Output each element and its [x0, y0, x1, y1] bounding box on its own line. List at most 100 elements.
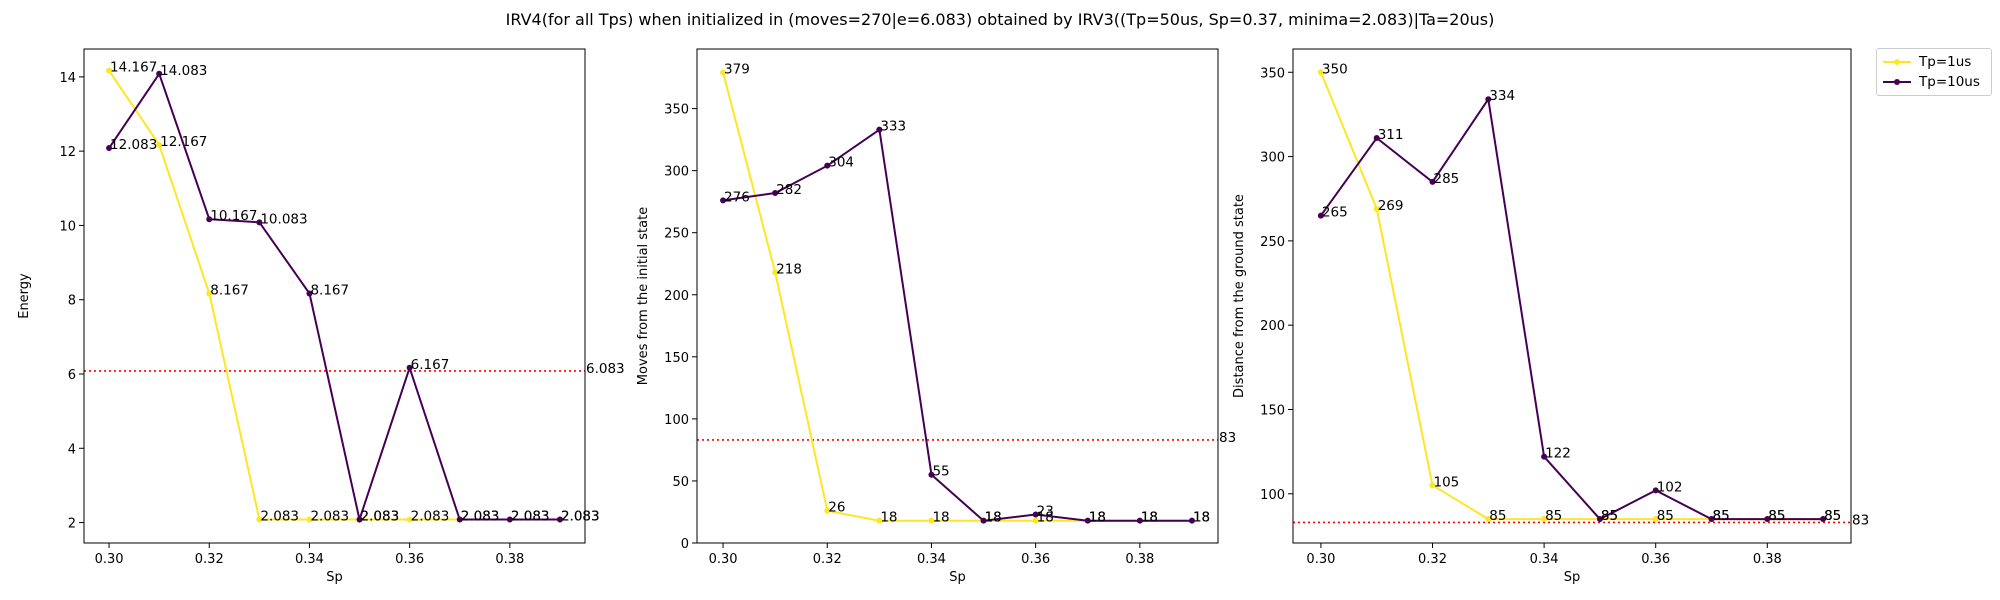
data-label: 14.167: [110, 60, 157, 76]
x-tick-label: 0.34: [295, 552, 324, 567]
data-point: [406, 516, 413, 523]
data-point: [1429, 178, 1436, 185]
data-label: 2.083: [411, 508, 450, 524]
x-tick-label: 0.38: [495, 552, 524, 567]
x-axis-label: Sp: [1564, 570, 1581, 585]
y-tick-label: 250: [664, 227, 689, 242]
data-point: [928, 471, 935, 478]
data-point: [1541, 516, 1548, 523]
data-label: 2.083: [310, 508, 349, 524]
data-point: [1084, 517, 1091, 524]
data-point: [1708, 516, 1715, 523]
data-label: 8.167: [310, 283, 349, 299]
x-tick-label: 0.30: [709, 552, 738, 567]
data-label: 2.083: [561, 508, 600, 524]
y-tick-label: 8: [68, 294, 76, 309]
data-point: [206, 216, 213, 223]
data-label: 85: [1824, 508, 1841, 524]
data-point: [206, 290, 213, 297]
x-tick-label: 0.32: [195, 552, 224, 567]
data-point: [256, 516, 263, 523]
legend-entry-tp1: Tp=1us: [1883, 52, 1971, 72]
data-label: 18: [1141, 510, 1158, 526]
data-point: [824, 507, 831, 514]
data-point: [1485, 96, 1492, 103]
data-point: [772, 269, 779, 276]
data-point: [106, 145, 113, 152]
data-label: 311: [1378, 127, 1404, 143]
series-line-tp10: [722, 127, 1192, 522]
data-label: 2.083: [561, 508, 600, 524]
series-line-tp10: [1320, 96, 1824, 521]
y-axis-label: Energy: [17, 273, 32, 319]
data-point: [256, 219, 263, 226]
data-point: [1317, 212, 1324, 219]
x-tick-label: 0.36: [395, 552, 424, 567]
legend-marker: [1894, 79, 1900, 85]
data-point: [1820, 516, 1827, 523]
data-label: 10.167: [210, 208, 257, 224]
y-tick-label: 300: [1260, 151, 1285, 166]
data-label: 269: [1378, 198, 1404, 214]
y-tick-label: 350: [664, 103, 689, 118]
y-tick-label: 150: [1260, 403, 1285, 418]
data-point: [1373, 135, 1380, 142]
data-point: [1429, 482, 1436, 489]
data-point: [928, 517, 935, 524]
x-tick-label: 0.36: [1641, 552, 1670, 567]
data-label: 2.083: [361, 508, 400, 524]
data-point: [720, 69, 727, 76]
data-label: 18: [880, 510, 897, 526]
y-tick-label: 6: [68, 368, 76, 383]
data-label: 85: [1713, 508, 1730, 524]
legend-swatch-tp10: [1883, 79, 1911, 85]
data-point: [106, 67, 113, 74]
data-point: [1136, 517, 1143, 524]
data-label: 8.167: [210, 283, 249, 299]
data-point: [456, 516, 463, 523]
legend-swatch-tp1: [1883, 59, 1911, 65]
data-label: 55: [932, 464, 949, 480]
legend-label-tp10: Tp=10us: [1919, 74, 1980, 90]
x-tick-label: 0.30: [95, 552, 124, 567]
data-label: 379: [724, 62, 750, 78]
data-point: [1032, 517, 1039, 524]
data-label: 18: [985, 510, 1002, 526]
data-point: [720, 197, 727, 204]
data-label: 85: [1489, 508, 1506, 524]
legend-label-tp1: Tp=1us: [1919, 54, 1972, 70]
x-tick-label: 0.32: [1418, 552, 1447, 567]
data-point: [1188, 517, 1195, 524]
y-tick-label: 200: [1260, 319, 1285, 334]
y-tick-label: 12: [59, 145, 76, 160]
data-label: 2.083: [260, 508, 299, 524]
x-tick-label: 0.34: [917, 552, 946, 567]
x-tick-label: 0.34: [1530, 552, 1559, 567]
data-label: 18: [1193, 510, 1210, 526]
data-label: 350: [1322, 61, 1348, 77]
data-point: [306, 290, 313, 297]
data-label: 10.083: [260, 211, 307, 227]
legend-entry-tp10: Tp=10us: [1883, 72, 1980, 92]
x-axis-label: Sp: [326, 570, 343, 585]
y-tick-label: 4: [68, 442, 76, 457]
data-label: 85: [1545, 508, 1562, 524]
x-tick-label: 0.38: [1753, 552, 1782, 567]
y-tick-label: 50: [672, 475, 689, 490]
y-tick-label: 250: [1260, 235, 1285, 250]
x-tick-label: 0.30: [1306, 552, 1335, 567]
data-point: [1652, 487, 1659, 494]
x-tick-label: 0.36: [1021, 552, 1050, 567]
data-label: 18: [1089, 510, 1106, 526]
series-line-tp1: [722, 72, 1192, 522]
data-label: 333: [880, 119, 906, 135]
data-point: [406, 364, 413, 371]
y-tick-label: 200: [664, 289, 689, 304]
x-axis-label: Sp: [949, 570, 966, 585]
data-label: 122: [1545, 446, 1571, 462]
data-label: 276: [724, 189, 750, 205]
y-tick-label: 300: [664, 165, 689, 180]
plot-frame: [83, 48, 586, 544]
data-point: [772, 189, 779, 196]
data-label: 12.167: [160, 134, 207, 150]
